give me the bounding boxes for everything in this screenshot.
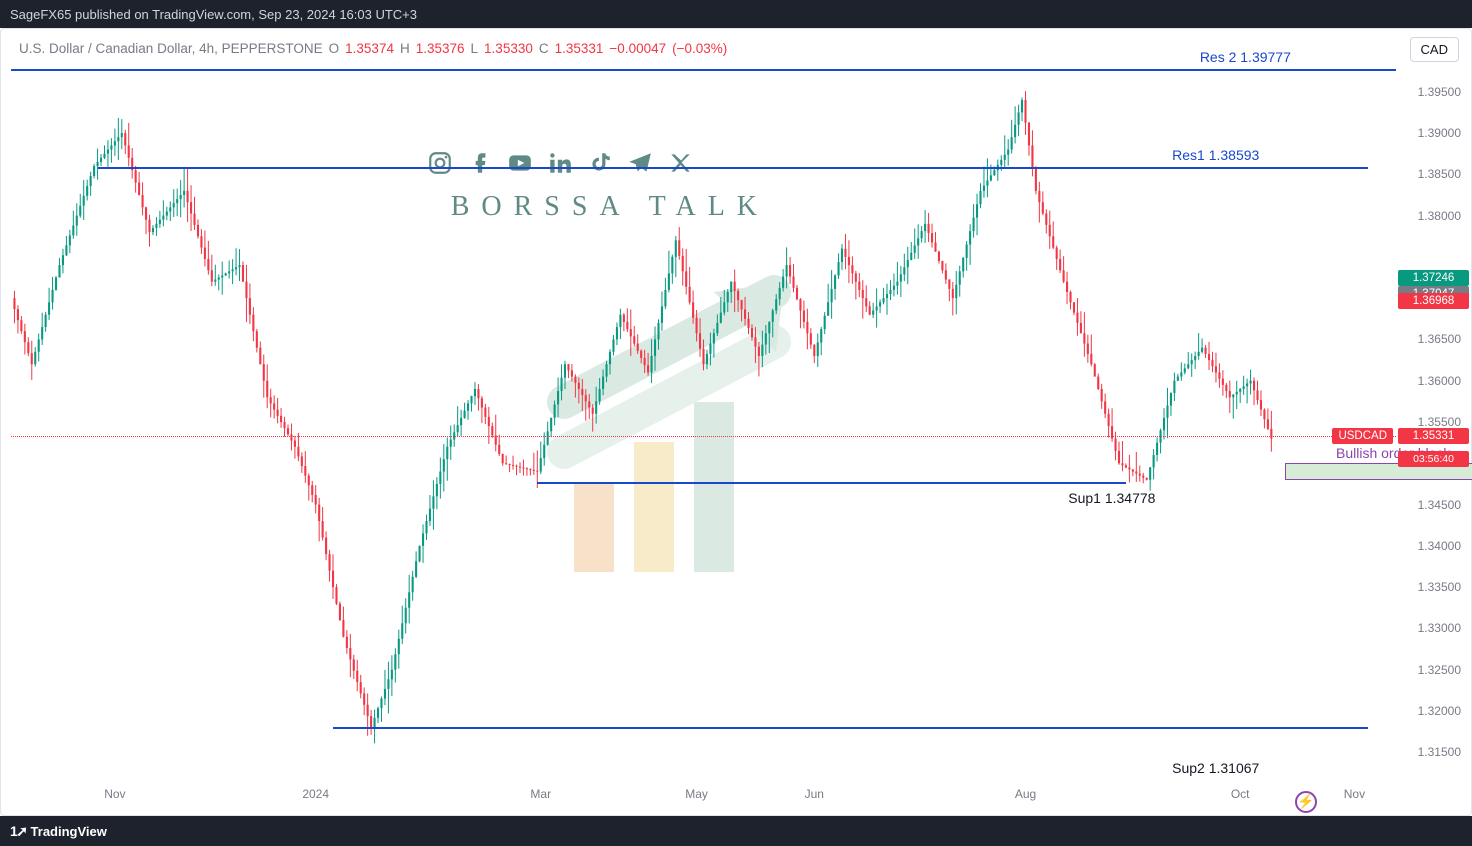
countdown-tag: 03:56:40 bbox=[1398, 451, 1469, 467]
ohlc-bar: U.S. Dollar / Canadian Dollar, 4h, PEPPE… bbox=[19, 41, 727, 56]
time-tick: Nov bbox=[104, 787, 125, 801]
high-value: 1.35376 bbox=[416, 41, 465, 56]
price-tick: 1.39500 bbox=[1418, 85, 1461, 99]
price-tick: 1.38500 bbox=[1418, 167, 1461, 181]
price-tick: 1.35500 bbox=[1418, 415, 1461, 429]
chart-frame: U.S. Dollar / Canadian Dollar, 4h, PEPPE… bbox=[0, 28, 1472, 816]
attribution-footer: 1➚ TradingView bbox=[0, 816, 1472, 846]
time-axis[interactable]: Nov 2024 Mar May Jun Aug Oct Nov bbox=[11, 781, 1396, 809]
open-value: 1.35374 bbox=[345, 41, 394, 56]
price-tick: 1.33500 bbox=[1418, 580, 1461, 594]
price-tick: 1.34500 bbox=[1418, 498, 1461, 512]
time-tick: 2024 bbox=[302, 787, 329, 801]
hline-sup1[interactable] bbox=[537, 482, 1126, 484]
symbol-price-tag: USDCAD bbox=[1332, 428, 1393, 444]
symbol-description: U.S. Dollar / Canadian Dollar, 4h, PEPPE… bbox=[19, 41, 323, 56]
price-tick: 1.31500 bbox=[1418, 745, 1461, 759]
close-value: 1.35331 bbox=[555, 41, 604, 56]
time-tick: Mar bbox=[530, 787, 551, 801]
price-axis[interactable]: 1.39500 1.39000 1.38500 1.38000 1.36500 1.360… bbox=[1396, 67, 1471, 777]
price-tick: 1.32000 bbox=[1418, 704, 1461, 718]
tradingview-logo-icon: 1➚ bbox=[10, 823, 27, 840]
hline-sup2[interactable] bbox=[333, 727, 1368, 729]
price-tick: 1.36000 bbox=[1418, 374, 1461, 388]
change-abs: −0.00047 bbox=[609, 41, 666, 56]
open-label: O bbox=[329, 41, 340, 56]
currency-button[interactable]: CAD bbox=[1410, 37, 1459, 62]
price-axis-tag: 1.36968 bbox=[1398, 293, 1469, 309]
hline-res2[interactable] bbox=[11, 69, 1396, 71]
low-value: 1.35330 bbox=[484, 41, 533, 56]
time-tick: Oct bbox=[1231, 787, 1250, 801]
last-price-line bbox=[11, 436, 1396, 437]
hline-label-sup2: Sup2 1.31067 bbox=[1172, 760, 1259, 776]
publish-banner: SageFX65 published on TradingView.com, S… bbox=[0, 0, 1472, 28]
publish-text: SageFX65 published on TradingView.com, S… bbox=[10, 7, 417, 22]
hline-label-sup1: Sup1 1.34778 bbox=[1068, 490, 1155, 506]
price-tick: 1.36500 bbox=[1418, 332, 1461, 346]
price-tick: 1.38000 bbox=[1418, 209, 1461, 223]
hline-res1[interactable] bbox=[98, 167, 1369, 169]
high-label: H bbox=[400, 41, 410, 56]
time-tick: Aug bbox=[1015, 787, 1036, 801]
price-axis-tag: 1.37246 bbox=[1398, 270, 1469, 286]
change-pct: (−0.03%) bbox=[672, 41, 727, 56]
time-tick: May bbox=[685, 787, 708, 801]
price-tick: 1.33000 bbox=[1418, 621, 1461, 635]
time-tick: Jun bbox=[805, 787, 824, 801]
time-tick: Nov bbox=[1344, 787, 1365, 801]
hline-label-res2: Res 2 1.39777 bbox=[1200, 49, 1291, 65]
candlestick-series bbox=[11, 67, 1396, 777]
hline-label-res1: Res1 1.38593 bbox=[1172, 147, 1259, 163]
price-tick: 1.32500 bbox=[1418, 663, 1461, 677]
low-label: L bbox=[471, 41, 479, 56]
price-tick: 1.39000 bbox=[1418, 126, 1461, 140]
price-tick: 1.34000 bbox=[1418, 539, 1461, 553]
close-label: C bbox=[539, 41, 549, 56]
chart-plot-region[interactable]: BORSSA TALK Res 2 1.39777Res1 1.38593Sup… bbox=[11, 67, 1396, 777]
price-axis-tag: 1.35331 bbox=[1398, 428, 1469, 444]
tradingview-brand: TradingView bbox=[31, 824, 107, 839]
